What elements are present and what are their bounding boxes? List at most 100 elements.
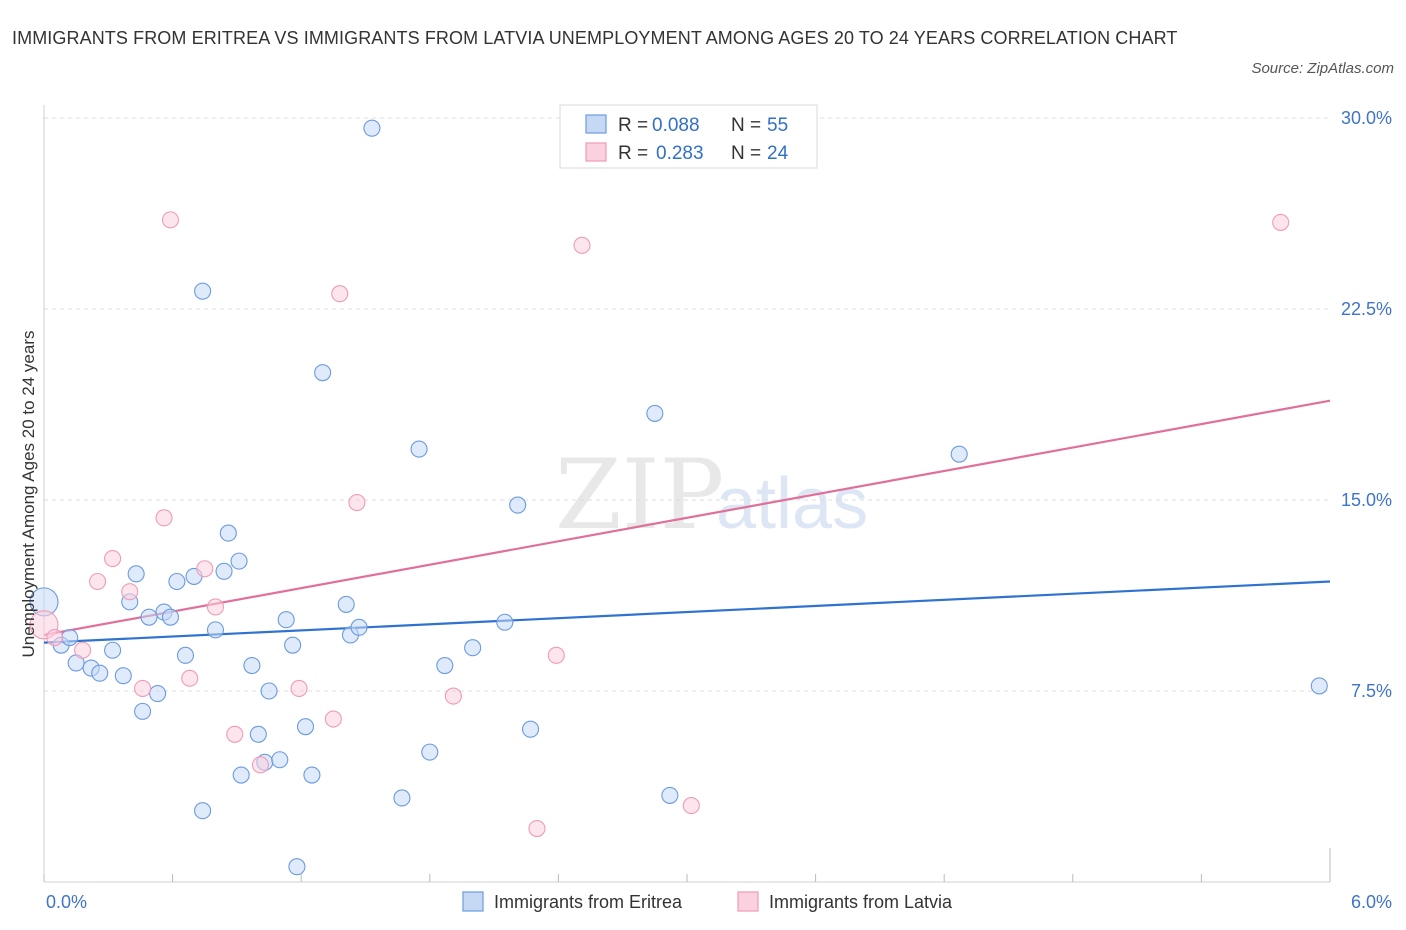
latvia-point [196, 560, 214, 578]
eritrea-point [168, 572, 186, 591]
eritrea-point [104, 641, 122, 659]
latvia-point [528, 819, 546, 838]
eritrea-point [114, 667, 132, 685]
eritrea-point [260, 682, 278, 700]
latvia-point [348, 493, 366, 512]
axes [43, 105, 1331, 883]
eritrea-point [436, 656, 454, 675]
latvia-point [1272, 213, 1290, 231]
eritrea-point [206, 621, 225, 639]
eritrea-point [314, 364, 332, 382]
stats-r-value-latvia: 0.283 [656, 143, 704, 164]
eritrea-point [271, 751, 289, 769]
stats-r-value-eritrea: 0.088 [652, 115, 700, 136]
stats-n-label-latvia: N = [731, 143, 761, 164]
eritrea-point [215, 562, 233, 580]
eritrea-point [140, 608, 158, 626]
source-label: Source: ZipAtlas.com [1251, 60, 1394, 77]
data-points [29, 119, 1328, 876]
latvia-point [547, 646, 565, 664]
latvia-point [444, 687, 462, 705]
eritrea-point [194, 282, 212, 300]
legend-label-eritrea: Immigrants from Eritrea [494, 892, 683, 912]
latvia-point [121, 583, 139, 601]
eritrea-point [421, 743, 439, 761]
eritrea-point [464, 639, 482, 657]
eritrea-point [194, 802, 212, 820]
eritrea-point [661, 786, 679, 804]
eritrea-point [219, 524, 237, 542]
trend-lines [43, 399, 1331, 644]
series-legend: Immigrants from Eritrea Immigrants from … [462, 891, 953, 912]
eritrea-point [509, 496, 527, 514]
y-tick-label: 30.0% [1341, 108, 1392, 128]
latvia-point [226, 725, 244, 743]
eritrea-point [91, 664, 109, 682]
eritrea-point [646, 404, 664, 422]
eritrea-point [277, 611, 295, 629]
stats-r-label-eritrea: R = [618, 115, 648, 136]
latvia-point [331, 285, 349, 303]
eritrea-point [284, 636, 302, 654]
latvia-trend-line [43, 399, 1331, 637]
latvia-point [104, 550, 122, 568]
latvia-point [251, 756, 270, 774]
legend-label-latvia: Immigrants from Latvia [769, 892, 953, 912]
eritrea-point [350, 618, 368, 636]
tick-labels: 7.5% 15.0% 22.5% 30.0% 0.0% 6.0% [46, 108, 1392, 912]
watermark-atlas: atlas [716, 464, 868, 544]
legend-swatch-latvia [737, 891, 759, 912]
eritrea-point [363, 119, 381, 137]
eritrea-trend-line [43, 580, 1331, 644]
latvia-point [181, 669, 199, 687]
stats-r-label-latvia: R = [618, 143, 648, 164]
stats-n-label-eritrea: N = [731, 115, 761, 136]
stats-legend: R = 0.088 N = 55 R = 0.283 N = 24 [559, 104, 818, 169]
stats-n-value-eritrea: 55 [767, 115, 788, 136]
eritrea-point [496, 613, 514, 631]
stats-swatch-latvia [585, 142, 607, 162]
latvia-point [134, 679, 152, 698]
eritrea-point [249, 725, 267, 743]
eritrea-point [127, 565, 145, 583]
latvia-point [155, 509, 173, 527]
eritrea-point [1310, 677, 1328, 695]
stats-n-value-latvia: 24 [767, 143, 789, 164]
y-axis-label: Unemployment Among Ages 20 to 24 years [19, 331, 38, 658]
watermark-zip: ZIP [555, 439, 724, 551]
latvia-point [290, 679, 308, 698]
latvia-point [46, 628, 64, 647]
y-tick-label: 15.0% [1341, 490, 1392, 510]
eritrea-point [243, 656, 261, 675]
eritrea-point [393, 789, 411, 807]
eritrea-point [161, 608, 180, 626]
y-tick-label: 7.5% [1351, 681, 1392, 701]
x-tick-label-max: 6.0% [1351, 892, 1392, 912]
eritrea-point [303, 766, 321, 784]
eritrea-point [410, 440, 428, 458]
latvia-point [573, 236, 591, 254]
eritrea-point [149, 684, 167, 703]
eritrea-point [296, 718, 315, 736]
eritrea-point [521, 720, 540, 738]
eritrea-point [232, 766, 250, 784]
eritrea-point [337, 595, 355, 613]
eritrea-point [134, 702, 152, 720]
latvia-point [682, 797, 700, 815]
stats-swatch-eritrea [585, 114, 607, 134]
latvia-point [206, 598, 225, 616]
x-tick-label-min: 0.0% [46, 892, 87, 912]
eritrea-point [288, 858, 306, 876]
eritrea-point [61, 628, 79, 647]
y-tick-label: 22.5% [1341, 299, 1392, 319]
eritrea-point [176, 646, 195, 664]
legend-swatch-eritrea [462, 891, 484, 912]
watermark: ZIP atlas [555, 439, 868, 551]
chart-title: IMMIGRANTS FROM ERITREA VS IMMIGRANTS FR… [12, 28, 1178, 48]
eritrea-point [230, 552, 248, 570]
latvia-point [324, 710, 342, 728]
latvia-point [161, 211, 180, 229]
latvia-point [74, 641, 92, 659]
eritrea-point [950, 445, 968, 463]
